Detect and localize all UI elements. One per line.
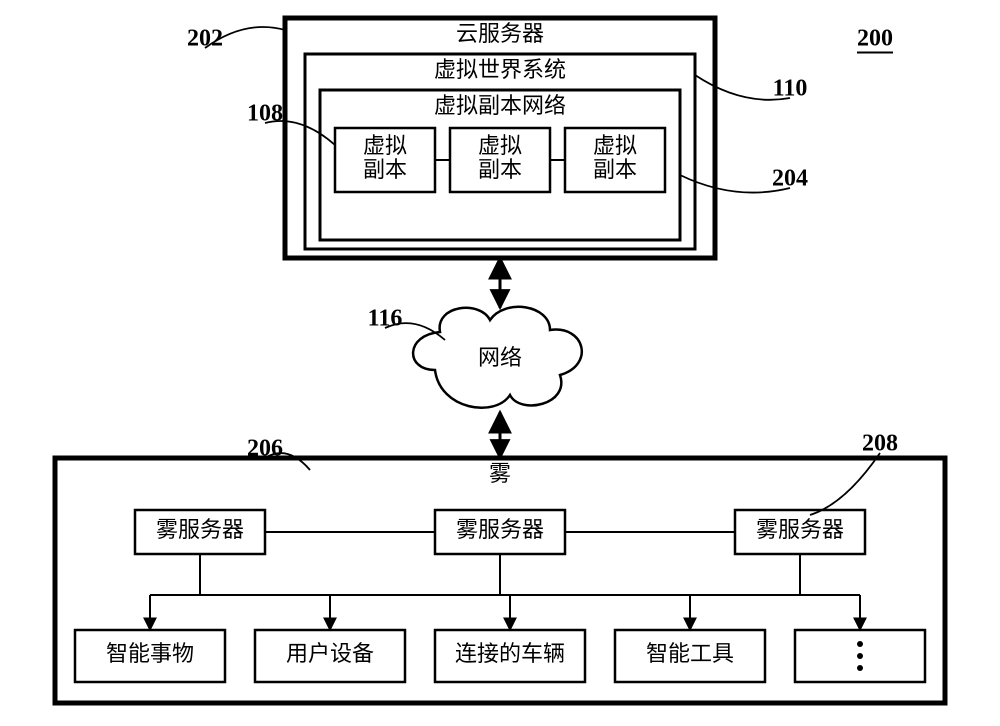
fog-server-label: 雾服务器 (456, 517, 544, 542)
replica-label: 虚拟 (363, 133, 407, 158)
network-label: 网络 (478, 345, 522, 370)
ellipsis-dot (857, 641, 863, 647)
replica-label: 副本 (593, 157, 637, 182)
ellipsis-dot (857, 665, 863, 671)
device-label: 用户设备 (286, 641, 374, 666)
ellipsis-dot (857, 653, 863, 659)
replica-label: 副本 (363, 157, 407, 182)
vrnet-title: 虚拟副本网络 (434, 93, 566, 118)
fog-title: 雾 (489, 461, 511, 486)
replica-label: 虚拟 (593, 133, 637, 158)
ref-label: 204 (772, 166, 808, 192)
ref-label: 200 (857, 26, 893, 52)
fog-server-label: 雾服务器 (156, 517, 244, 542)
ref-label: 208 (862, 431, 898, 457)
device-label: 智能事物 (106, 641, 194, 666)
cloud-server-title: 云服务器 (456, 21, 544, 46)
device-label: 连接的车辆 (455, 641, 565, 666)
device-label: 智能工具 (646, 641, 734, 666)
vws-title: 虚拟世界系统 (434, 57, 566, 82)
replica-label: 副本 (478, 157, 522, 182)
architecture-diagram: 云服务器虚拟世界系统虚拟副本网络虚拟副本虚拟副本虚拟副本网络雾雾服务器雾服务器雾… (0, 0, 1000, 726)
ref-label: 110 (773, 76, 808, 102)
fog-server-label: 雾服务器 (756, 517, 844, 542)
replica-label: 虚拟 (478, 133, 522, 158)
